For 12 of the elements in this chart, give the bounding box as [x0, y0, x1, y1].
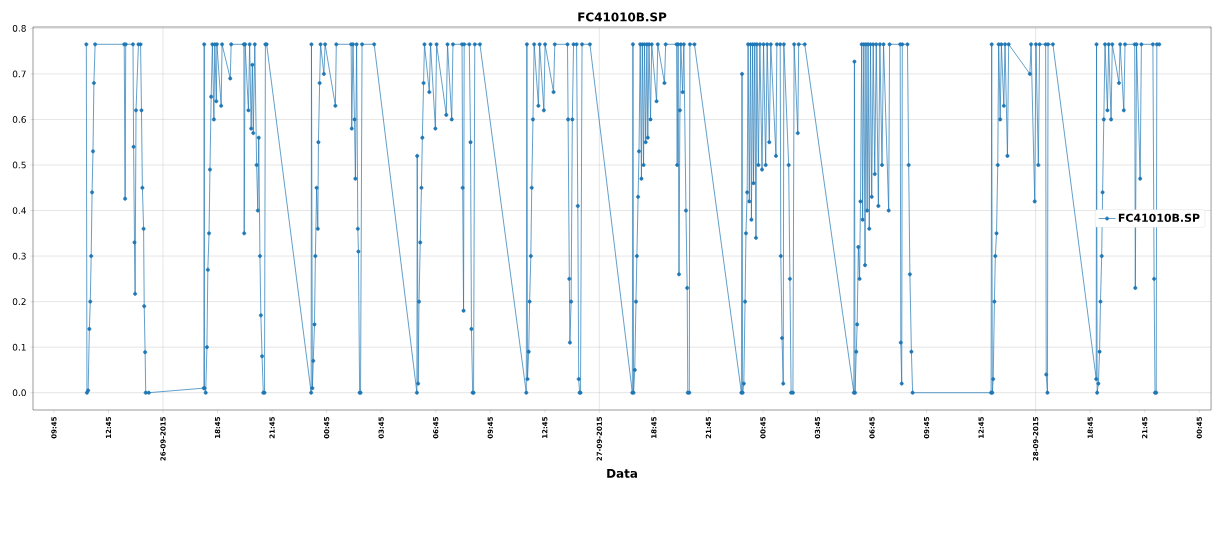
y-tick-label: 0.5 — [12, 161, 26, 169]
y-tick-label: 0.2 — [12, 298, 26, 305]
y-tick-label: 0.0 — [12, 389, 26, 397]
y-tick-label: 0.1 — [12, 343, 26, 351]
y-tick-label: 0.6 — [12, 116, 26, 123]
legend-label: FC41010B.SP — [1118, 213, 1200, 222]
y-tick-label: 0.8 — [12, 24, 26, 32]
y-tick-label: 0.3 — [12, 252, 26, 260]
y-tick-label: 0.7 — [12, 70, 26, 78]
x-axis-title: Data — [607, 468, 637, 478]
chart-title: FC41010B.SP — [578, 12, 667, 22]
y-tick-label: 0.4 — [12, 207, 26, 214]
